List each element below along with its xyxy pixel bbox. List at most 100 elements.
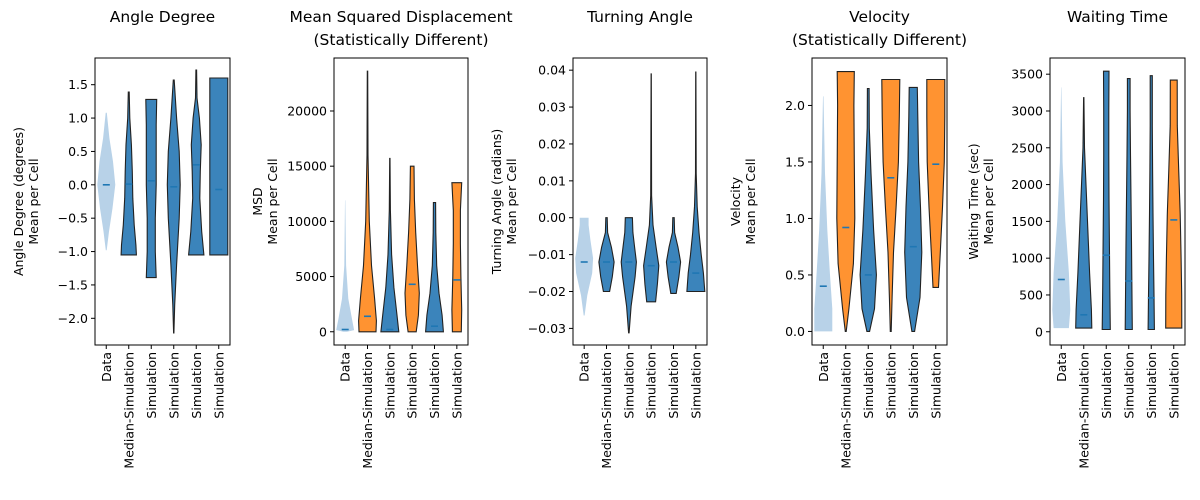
x-tick-label: Simulation xyxy=(1144,352,1159,419)
violin-6 xyxy=(686,71,706,293)
y-tick-label: 0.00 xyxy=(538,210,566,225)
violin-2 xyxy=(836,71,856,332)
x-tick-label: Simulation xyxy=(166,352,181,419)
y-tick-label: 2000 xyxy=(1011,177,1043,192)
violin-4 xyxy=(404,165,420,333)
chart-panel-1: −2.0 −1.5 −1.0 −0.5 0.0 0.5 1.0 1.5 Data Median-S… xyxy=(11,8,231,469)
x-tick-label: Simulation xyxy=(405,352,420,419)
y-tick-label: 0.5 xyxy=(785,267,805,282)
y-tick-label: 1.5 xyxy=(68,77,88,92)
chart-title: (Statistically Different) xyxy=(792,31,967,49)
violin-2 xyxy=(358,70,377,333)
violin-3 xyxy=(859,87,877,332)
violin-6 xyxy=(1165,79,1183,329)
violin-5 xyxy=(904,86,923,332)
violin-5 xyxy=(425,202,444,333)
y-tick-label: 15000 xyxy=(287,159,327,174)
violin-4 xyxy=(1124,78,1133,331)
x-tick-label: Median-Simulation xyxy=(599,352,614,469)
y-tick-label: 1500 xyxy=(1011,214,1043,229)
x-tick-label: Simulation xyxy=(1166,352,1181,419)
y-axis-label: Waiting Time (sec) xyxy=(966,143,981,259)
violin-4 xyxy=(166,79,181,334)
chart-title: Angle Degree xyxy=(110,8,215,26)
y-tick-label: 0 xyxy=(1035,324,1043,339)
y-tick-label: 0 xyxy=(319,324,327,339)
violin-3 xyxy=(1101,70,1111,331)
x-tick-label: Simulation xyxy=(211,352,226,419)
violin-3 xyxy=(620,217,637,334)
violin-1 xyxy=(814,96,833,332)
plot-frame xyxy=(94,57,231,346)
y-tick-label: −1.5 xyxy=(58,277,88,292)
y-axis-label: Mean per Cell xyxy=(743,158,758,244)
y-axis-label: Mean per Cell xyxy=(504,158,519,244)
violin-6 xyxy=(209,77,229,256)
chart-title: Velocity xyxy=(849,8,910,26)
y-tick-label: 20000 xyxy=(287,103,327,118)
chart-title: Mean Squared Displacement xyxy=(289,8,512,26)
x-tick-label: Simulation xyxy=(1121,352,1136,419)
violin-1 xyxy=(336,200,355,332)
x-tick-label: Simulation xyxy=(427,352,442,419)
x-tick-label: Simulation xyxy=(906,352,921,419)
y-tick-label: 0.5 xyxy=(68,144,88,159)
violin-6 xyxy=(451,182,463,333)
y-tick-label: 500 xyxy=(1019,287,1043,302)
x-tick-label: Simulation xyxy=(883,352,898,419)
x-tick-label: Simulation xyxy=(1099,352,1114,419)
y-axis-label: Velocity xyxy=(728,176,743,226)
x-tick-label: Data xyxy=(338,352,353,382)
x-tick-label: Simulation xyxy=(861,352,876,419)
violin-2 xyxy=(120,91,137,256)
x-tick-label: Simulation xyxy=(189,352,204,419)
violin-3 xyxy=(380,157,400,333)
y-tick-label: 3500 xyxy=(1011,67,1043,82)
x-tick-label: Simulation xyxy=(644,352,659,419)
x-tick-label: Data xyxy=(816,352,831,382)
violin-5 xyxy=(187,69,205,256)
y-tick-label: 0.0 xyxy=(785,324,805,339)
chart-panel-5: 0 500 1000 1500 2000 2500 3000 3500 Data Median-S… xyxy=(966,8,1186,469)
y-tick-label: 0.03 xyxy=(538,100,566,115)
x-tick-label: Median-Simulation xyxy=(1076,352,1091,469)
x-tick-label: Data xyxy=(99,352,114,382)
violin-3 xyxy=(145,98,158,279)
chart-title: (Statistically Different) xyxy=(313,31,488,49)
chart-panel-2: 0 5000 10000 15000 20000 Data Median-Simulatio… xyxy=(250,8,513,469)
y-axis-label: Turning Angle (radians) xyxy=(489,129,504,275)
y-tick-label: 1.0 xyxy=(68,111,88,126)
violin-6 xyxy=(926,78,946,288)
violin-5 xyxy=(1147,75,1155,331)
violin-1 xyxy=(97,112,116,251)
y-tick-label: 1.5 xyxy=(785,154,805,169)
violin-5 xyxy=(665,217,682,294)
y-tick-label: −0.5 xyxy=(58,211,88,226)
y-tick-label: 1.0 xyxy=(785,211,805,226)
y-axis-label: Mean per Cell xyxy=(981,158,996,244)
violin-1 xyxy=(1052,87,1071,329)
y-axis-label: Mean per Cell xyxy=(26,158,41,244)
y-tick-label: −0.01 xyxy=(528,247,566,262)
y-tick-label: 1000 xyxy=(1011,251,1043,266)
y-tick-label: 5000 xyxy=(295,269,327,284)
violin-4 xyxy=(643,73,660,303)
y-tick-label: 0.01 xyxy=(538,173,566,188)
plot-frame xyxy=(572,57,708,346)
x-tick-label: Simulation xyxy=(621,352,636,419)
x-tick-label: Simulation xyxy=(928,352,943,419)
chart-title: Waiting Time xyxy=(1067,8,1168,26)
violin-2 xyxy=(1075,97,1093,329)
plot-frame xyxy=(333,57,469,346)
y-tick-label: −1.0 xyxy=(58,244,88,259)
violin-1 xyxy=(575,217,594,316)
y-axis-label: Angle Degree (degrees) xyxy=(11,127,26,276)
x-tick-label: Simulation xyxy=(144,352,159,419)
chart-title: Turning Angle xyxy=(586,8,693,26)
y-tick-label: −2.0 xyxy=(58,311,88,326)
y-tick-label: 0.02 xyxy=(538,136,566,151)
y-tick-label: 10000 xyxy=(287,214,327,229)
plot-frame xyxy=(811,57,948,346)
x-tick-label: Simulation xyxy=(449,352,464,419)
